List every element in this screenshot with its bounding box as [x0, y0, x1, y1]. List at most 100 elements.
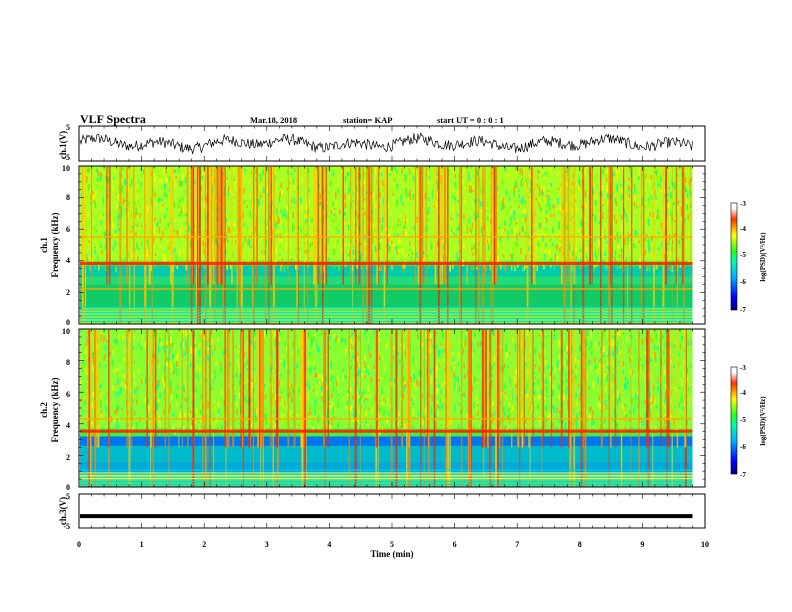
spectrogram-speckle — [530, 409, 532, 414]
spectrogram-speckle — [550, 182, 552, 187]
spectrogram-speckle — [160, 390, 163, 394]
spectrogram-speckle — [448, 221, 451, 225]
spectrogram-speckle — [161, 198, 163, 202]
spectrogram-speckle — [246, 368, 248, 371]
spectrogram-speckle — [133, 372, 136, 380]
spectrogram-speckle — [436, 400, 439, 406]
spectrogram-speckle — [500, 265, 502, 270]
spectrogram-speckle — [378, 243, 381, 250]
spectrogram-speckle — [356, 380, 358, 386]
spectrogram-speckle — [612, 340, 614, 347]
spectrogram-speckle — [335, 227, 337, 231]
spectrogram-speckle — [587, 170, 589, 174]
spectrogram-speckle — [368, 350, 371, 357]
spectrogram-speckle — [470, 229, 472, 234]
spectrogram-speckle — [111, 343, 113, 349]
spectrogram-speckle — [104, 354, 106, 359]
spectrogram-speckle — [472, 188, 475, 192]
ch1-cb-tick-m6: -6 — [740, 278, 746, 286]
spectrogram-speckle — [259, 205, 261, 213]
spectrogram-streak — [378, 330, 379, 487]
spectrogram-line — [80, 288, 693, 290]
spectrogram-speckle — [593, 266, 595, 272]
spectrogram-speckle — [579, 249, 581, 252]
spectrogram-streak — [517, 330, 520, 448]
spectrogram-speckle — [500, 355, 502, 359]
spectrogram-speckle — [84, 367, 86, 375]
spectrogram-speckle — [493, 355, 496, 362]
spectrogram-speckle — [529, 187, 531, 193]
spectrogram-speckle — [525, 377, 527, 385]
spectrogram-speckle — [314, 410, 317, 416]
spectrogram-speckle — [163, 380, 166, 388]
spectrogram-speckle — [624, 404, 626, 412]
spectrogram-speckle — [309, 414, 311, 421]
spectrogram-speckle — [562, 201, 564, 208]
spectrogram-speckle — [478, 175, 481, 182]
spectrogram-speckle — [124, 254, 126, 260]
spectrogram-speckle — [457, 376, 459, 382]
spectrogram-speckle — [444, 373, 446, 379]
spectrogram-speckle — [643, 372, 646, 378]
spectrogram-speckle — [307, 393, 309, 401]
spectrogram-speckle — [686, 367, 689, 374]
spectrogram-speckle — [513, 192, 515, 198]
spectrogram-speckle — [331, 403, 334, 407]
spectrogram-speckle — [656, 215, 658, 220]
spectrogram-speckle — [92, 352, 95, 359]
spectrogram-nodata — [692, 166, 705, 324]
spectrogram-speckle — [530, 404, 533, 410]
spectrogram-streak — [449, 330, 451, 487]
spectrogram-speckle — [515, 199, 517, 204]
spectrogram-speckle — [122, 357, 125, 361]
spectrogram-streak — [287, 330, 290, 448]
spectrogram-speckle — [329, 183, 331, 187]
spectrogram-speckle — [422, 250, 425, 255]
spectrogram-speckle — [322, 266, 325, 272]
spectrogram-speckle — [536, 265, 538, 271]
spectrogram-speckle — [458, 351, 460, 358]
spectrogram-speckle — [521, 266, 524, 273]
spectrogram-speckle — [345, 219, 347, 222]
spectrogram-streak — [231, 167, 233, 285]
spectrogram-speckle — [328, 388, 330, 392]
spectrogram-speckle — [329, 423, 331, 430]
spectrogram-speckle — [622, 415, 624, 419]
spectrogram-speckle — [264, 383, 266, 388]
spectrogram-speckle — [365, 415, 368, 419]
spectrogram-speckle — [328, 377, 331, 383]
spectrogram-speckle — [622, 369, 625, 374]
spectrogram-speckle — [687, 192, 689, 199]
spectrogram-speckle — [349, 250, 351, 258]
spectrogram-speckle — [338, 266, 341, 272]
spectrogram-speckle — [335, 402, 337, 407]
spectrogram-speckle — [247, 378, 249, 383]
spectrogram-speckle — [147, 359, 149, 364]
spectrogram-speckle — [657, 386, 660, 392]
spectrogram-speckle — [119, 349, 121, 356]
spectrogram-speckle — [663, 348, 665, 353]
spectrogram-speckle — [138, 180, 140, 184]
spectrogram-speckle — [610, 171, 612, 177]
spectrogram-speckle — [344, 209, 346, 213]
spectrogram-speckle — [159, 227, 162, 231]
spectrogram-speckle — [158, 180, 160, 183]
spectrogram-speckle — [320, 333, 322, 337]
spectrogram-speckle — [640, 356, 643, 360]
spectrogram-speckle — [182, 426, 185, 431]
spectrogram-speckle — [508, 228, 510, 236]
spectrogram-speckle — [552, 337, 555, 345]
spectrogram-speckle — [619, 425, 622, 432]
spectrogram-speckle — [163, 393, 165, 400]
spectrogram-speckle — [365, 242, 367, 246]
ch2-spectrogram-image — [80, 329, 705, 487]
spectrogram-speckle — [558, 420, 560, 423]
spectrogram-speckle — [311, 241, 314, 246]
spectrogram-speckle — [404, 377, 407, 382]
spectrogram-streak — [631, 167, 633, 324]
spectrogram-speckle — [548, 167, 551, 174]
spectrogram-speckle — [468, 229, 471, 235]
spectrogram-speckle — [257, 240, 260, 244]
spectrogram-speckle — [508, 352, 511, 355]
spectrogram-speckle — [301, 177, 303, 183]
